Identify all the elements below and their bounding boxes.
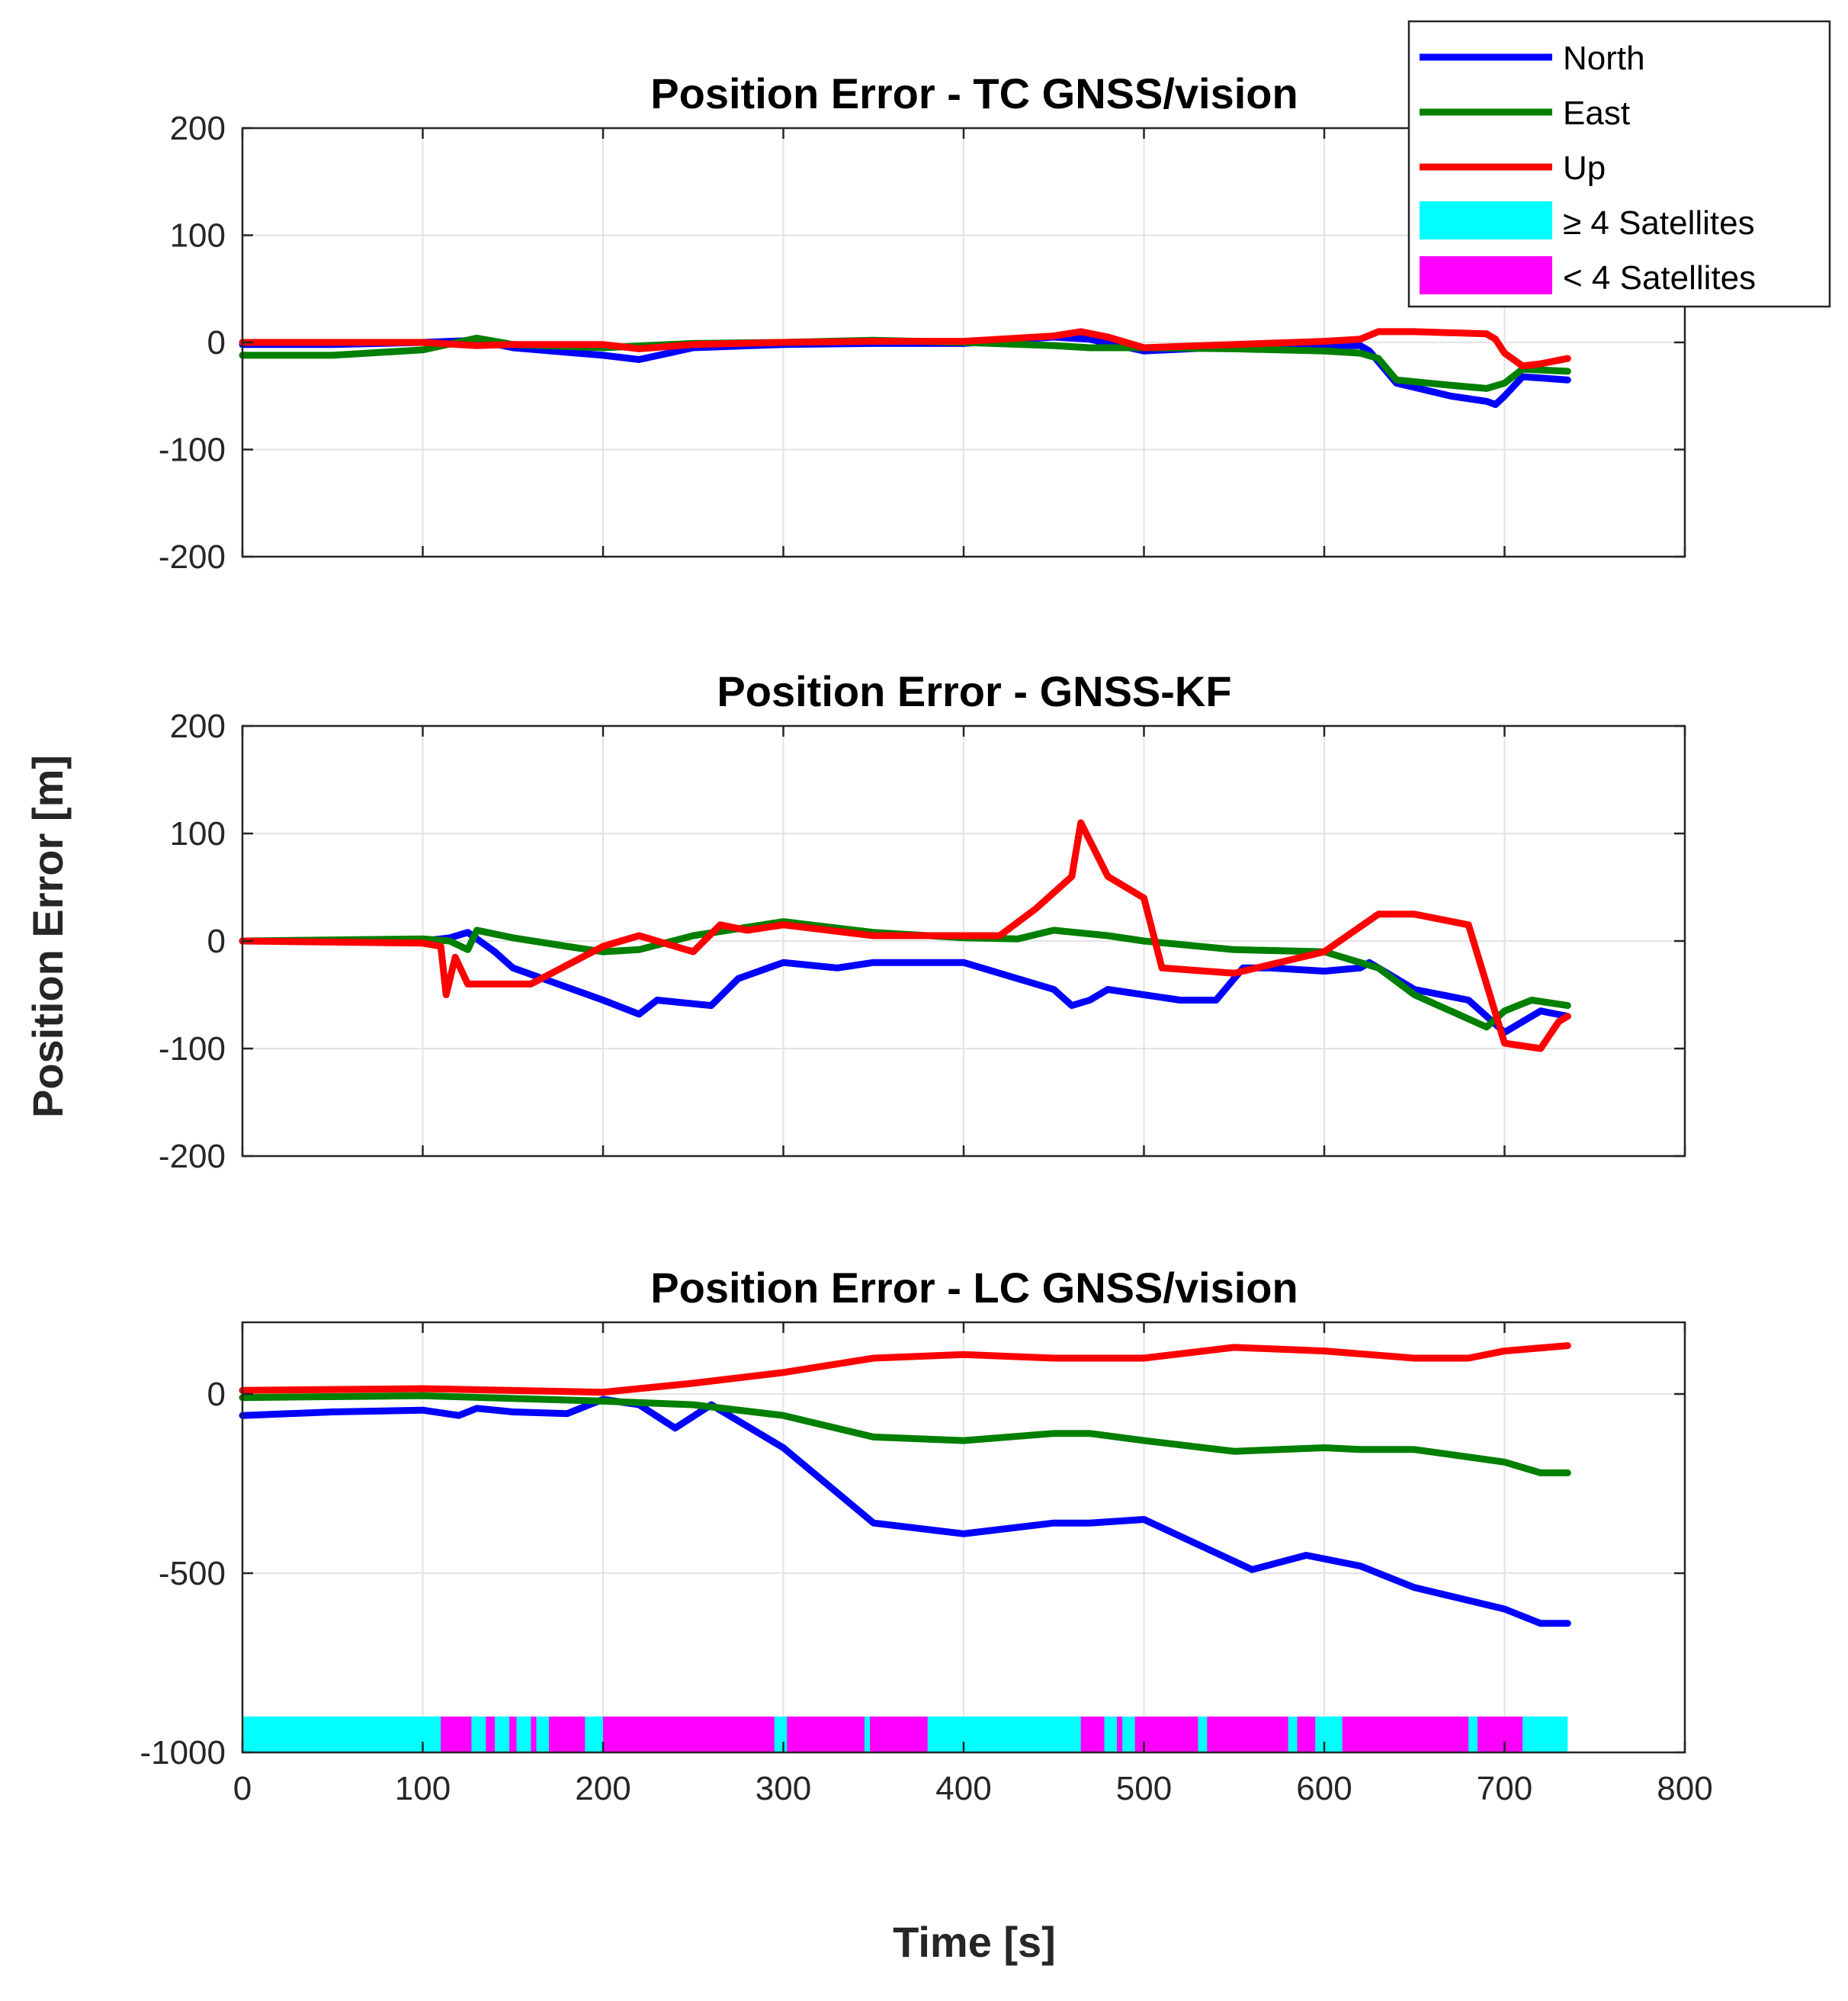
satellite-band-under4	[1477, 1717, 1523, 1752]
legend-label: ≥ 4 Satellites	[1563, 204, 1755, 242]
satellite-band-under4	[486, 1717, 496, 1752]
satellite-band-under4	[1297, 1717, 1316, 1752]
satellite-band-under4	[870, 1717, 928, 1752]
satellite-band	[242, 1717, 1568, 1752]
legend-entry-up: Up	[1420, 149, 1606, 187]
y-tick-label: 200	[170, 110, 226, 147]
y-tick-label: -200	[159, 538, 226, 576]
x-tick-label: 200	[575, 1770, 630, 1807]
satellite-band-under4	[1207, 1717, 1288, 1752]
plot-title: Position Error - TC GNSS/vision	[650, 69, 1298, 117]
satellite-band-under4	[509, 1717, 517, 1752]
series-lines	[239, 328, 1571, 408]
subplot-lc-gnss-vision: Position Error - LC GNSS/vision 0 -500 -10…	[140, 1264, 1712, 1807]
satellite-band-under4	[549, 1717, 586, 1752]
x-axis-label: Time [s]	[893, 1918, 1056, 1966]
legend-entry-under4-satellites: < 4 Satellites	[1420, 256, 1756, 297]
satellite-band-under4	[1342, 1717, 1469, 1752]
x-tick-label: 300	[756, 1770, 811, 1807]
series-line-north	[239, 1396, 1571, 1627]
y-tick-label: -100	[159, 432, 226, 469]
y-tick-label: 100	[170, 815, 226, 853]
y-axis-label: Position Error [m]	[24, 755, 72, 1118]
y-tick-label: -1000	[140, 1734, 226, 1771]
y-tick-label: 200	[170, 708, 226, 745]
x-tick-label: 0	[233, 1770, 252, 1807]
satellite-band-under4	[603, 1717, 775, 1752]
legend-label: < 4 Satellites	[1563, 259, 1756, 297]
plot-area	[239, 1321, 1686, 1754]
y-tick-label: 0	[207, 923, 226, 960]
legend-patch-cyan	[1420, 201, 1552, 239]
series-lines	[239, 1342, 1571, 1627]
series-line-east	[239, 1392, 1571, 1476]
satellite-band-under4	[1080, 1717, 1105, 1752]
plot-title: Position Error - LC GNSS/vision	[650, 1264, 1298, 1312]
subplot-gnss-kf: Position Error - GNSS-KF 200 100 0 -100 -200	[159, 667, 1686, 1175]
legend-label: North	[1563, 40, 1645, 77]
y-tick-label: -500	[159, 1555, 226, 1592]
legend-label: East	[1563, 95, 1630, 132]
legend-label: Up	[1563, 149, 1606, 187]
x-tick-label: 800	[1657, 1770, 1712, 1807]
legend-patch-magenta	[1420, 256, 1552, 294]
legend-entry-4plus-satellites: ≥ 4 Satellites	[1420, 201, 1755, 242]
plot-area	[239, 724, 1686, 1158]
plot-title: Position Error - GNSS-KF	[717, 667, 1231, 715]
legend-entry-east: East	[1420, 95, 1630, 132]
series-line-up	[239, 819, 1571, 1052]
y-tick-label: 0	[207, 324, 226, 361]
tick-marks	[241, 1322, 1686, 1754]
y-tick-label: 100	[170, 217, 226, 255]
y-tick-label: -200	[159, 1138, 226, 1175]
x-tick-label: 700	[1477, 1770, 1532, 1807]
y-tick-label: 0	[207, 1376, 226, 1413]
satellite-band-under4	[787, 1717, 865, 1752]
x-tick-label: 100	[395, 1770, 451, 1807]
satellite-band-under4	[531, 1717, 537, 1752]
x-tick-label: 500	[1116, 1770, 1172, 1807]
legend-entry-north: North	[1420, 40, 1645, 77]
series-line-up	[239, 328, 1571, 370]
tick-marks	[241, 724, 1686, 1158]
series-line-up	[239, 1342, 1571, 1396]
satellite-band-under4	[1134, 1717, 1198, 1752]
satellite-band-under4	[441, 1717, 472, 1752]
x-tick-label: 600	[1296, 1770, 1352, 1807]
x-tick-label: 400	[935, 1770, 991, 1807]
y-tick-label: -100	[159, 1030, 226, 1068]
series-lines	[239, 819, 1571, 1052]
satellite-band-under4	[1117, 1717, 1123, 1752]
legend: North East Up ≥ 4 Satellites < 4 Satelli…	[1407, 20, 1831, 308]
